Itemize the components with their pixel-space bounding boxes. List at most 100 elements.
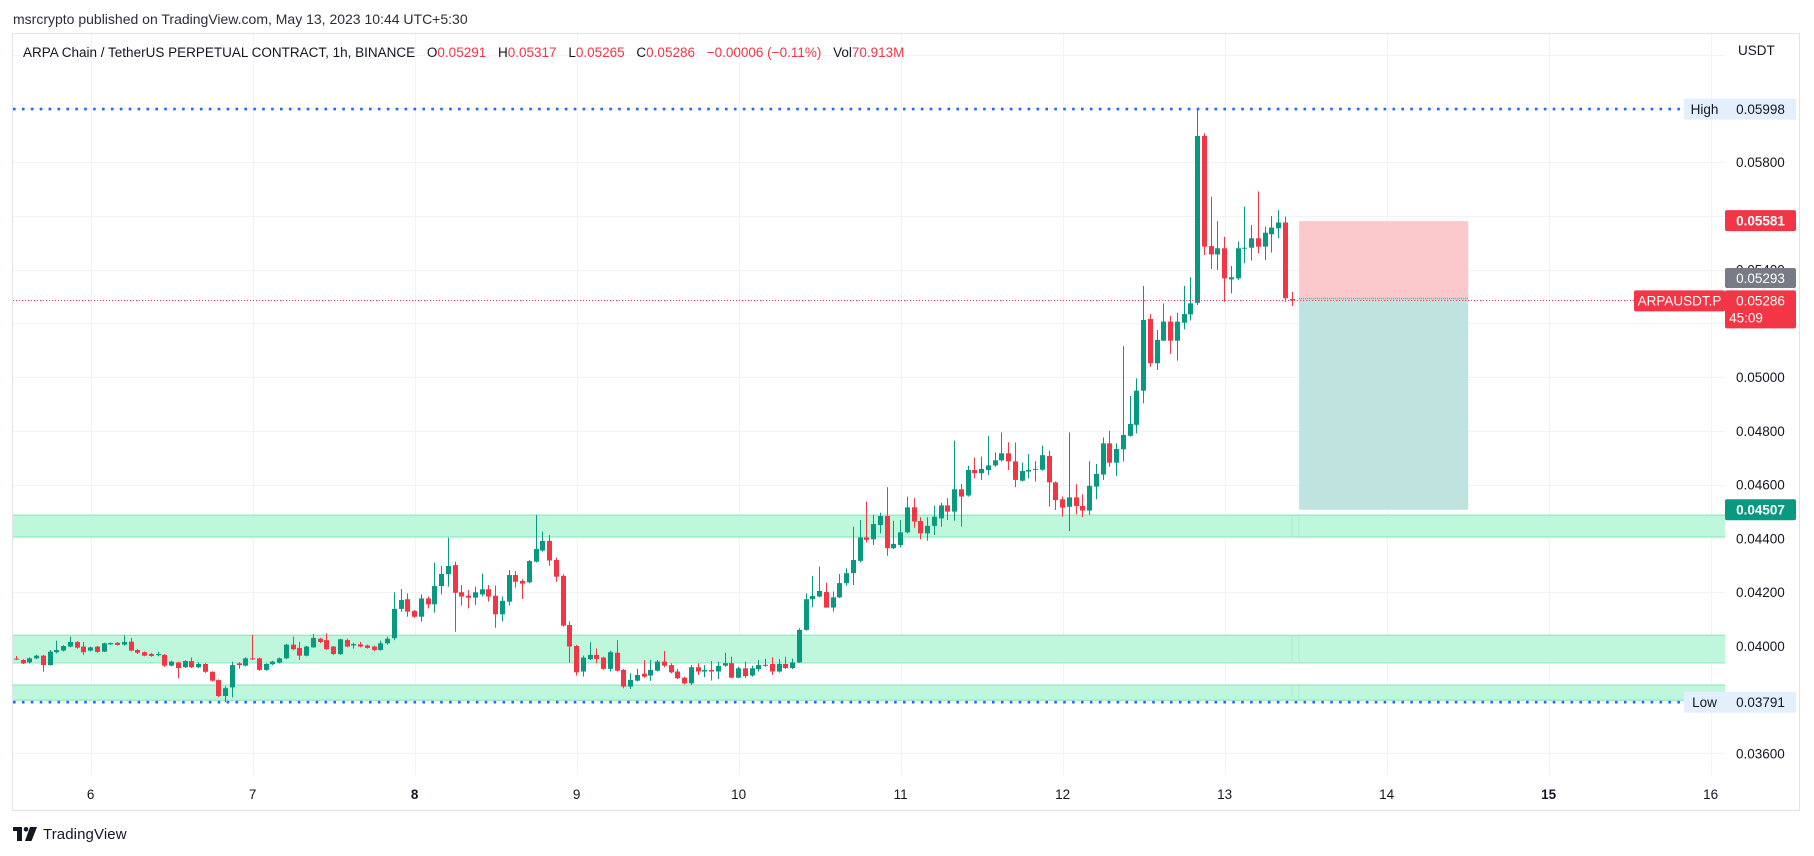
high-tag-bg — [1684, 98, 1725, 120]
candle-down — [162, 654, 167, 667]
tradingview-brand[interactable]: TradingView — [43, 825, 127, 843]
candle-down — [1053, 481, 1058, 511]
low-value: 0.05265 — [575, 45, 625, 60]
support-zones[interactable] — [13, 514, 1725, 701]
high-label: H — [498, 45, 508, 60]
legend-high: H0.05317 — [498, 44, 557, 62]
symbol-title[interactable]: ARPA Chain / TetherUS PERPETUAL CONTRACT… — [23, 45, 416, 60]
price-tick-label: 0.04000 — [1736, 639, 1785, 654]
candle-down — [486, 584, 491, 602]
support-zone-3[interactable] — [13, 684, 1725, 701]
candle-up — [534, 514, 539, 563]
tradingview-logo-icon — [13, 827, 37, 841]
candle-up — [655, 659, 660, 672]
candle-down — [1074, 484, 1079, 515]
take-profit-area[interactable] — [1299, 298, 1469, 510]
candle-up — [736, 666, 741, 679]
candle-down — [1283, 216, 1288, 302]
candle-up — [648, 659, 653, 681]
candle-up — [628, 673, 633, 689]
price-tick-label: 0.05800 — [1736, 155, 1785, 170]
candle-up — [804, 593, 809, 631]
candle-up — [223, 686, 228, 703]
price-lines — [13, 107, 1684, 704]
candle-down — [770, 657, 775, 676]
candle-down — [1080, 494, 1085, 518]
time-axis[interactable]: 6 7 8 9 10 11 12 13 14 15 16 — [87, 787, 1718, 802]
publish-info: msrcrypto published on TradingView.com, … — [13, 11, 468, 27]
candle-up — [891, 520, 896, 549]
candle-down — [345, 638, 350, 648]
candle-up — [1269, 215, 1274, 253]
low-tag-bg — [1684, 691, 1725, 713]
candle-up — [716, 661, 721, 680]
candle-down — [972, 457, 977, 479]
candle-up — [871, 514, 876, 545]
high-price-bg — [1725, 98, 1796, 120]
short-position-tool[interactable] — [1299, 221, 1469, 510]
candle-down — [1013, 442, 1018, 488]
stop-loss-area[interactable] — [1299, 221, 1469, 299]
candle-up — [196, 662, 201, 669]
candles — [14, 109, 1295, 703]
date-tick-label: 7 — [249, 787, 257, 802]
candle-down — [615, 640, 620, 672]
candle-down — [493, 585, 498, 628]
candle-down — [365, 644, 370, 649]
low-tag-label: Low — [1692, 695, 1717, 710]
candle-up — [1249, 224, 1254, 261]
candle-up — [1161, 303, 1166, 341]
candle-down — [14, 655, 19, 660]
candle-up — [878, 512, 883, 534]
volume-value: 70.913M — [851, 45, 905, 60]
candle-up — [527, 559, 532, 584]
legend-volume: Vol70.913M — [833, 44, 904, 62]
candle-down — [135, 649, 140, 655]
candle-up — [1114, 443, 1119, 476]
support-zone-1[interactable] — [13, 515, 1725, 537]
candle-down — [959, 483, 964, 527]
candle-down — [324, 633, 329, 651]
candle-up — [1020, 462, 1025, 482]
candle-up — [844, 568, 849, 586]
candle-down — [257, 657, 262, 671]
candle-down — [95, 645, 100, 653]
stop-loss-price-tag: 0.05581 — [1725, 210, 1796, 232]
candle-up — [473, 586, 478, 605]
legend-change: −0.00006 (−0.11%) — [706, 45, 822, 60]
low-marker: Low 0.03791 — [1684, 691, 1796, 713]
legend-close: C0.05286 — [636, 44, 695, 62]
candle-up — [999, 432, 1004, 462]
candle-down — [149, 652, 154, 657]
candle-down — [513, 571, 518, 588]
candle-down — [1006, 442, 1011, 470]
candle-up — [34, 654, 39, 660]
candle-up — [925, 517, 930, 541]
close-label: C — [636, 45, 647, 60]
candle-down — [554, 557, 559, 582]
entry-price: 0.05293 — [1736, 271, 1785, 286]
candle-down — [250, 634, 255, 660]
candle-up — [399, 589, 404, 612]
candle-down — [21, 659, 26, 665]
candle-up — [777, 659, 782, 673]
candle-up — [1155, 329, 1160, 370]
price-tick-label: 0.03600 — [1736, 746, 1785, 761]
candle-down — [237, 662, 242, 669]
candle-up — [1263, 226, 1268, 261]
price-tick-label: 0.04200 — [1736, 585, 1785, 600]
candle-up — [1026, 454, 1031, 479]
candle-down — [662, 650, 667, 668]
candle-up — [1141, 285, 1146, 404]
date-tick-label: 6 — [87, 787, 95, 802]
high-marker: High 0.05998 — [1684, 98, 1796, 120]
candle-down — [203, 663, 208, 673]
candle-up — [635, 668, 640, 682]
low-price-bg — [1725, 691, 1796, 713]
support-zone-2[interactable] — [13, 635, 1725, 663]
candle-up — [1229, 265, 1234, 294]
candle-down — [453, 561, 458, 632]
candle-up — [108, 642, 113, 645]
candle-up — [1087, 461, 1092, 515]
